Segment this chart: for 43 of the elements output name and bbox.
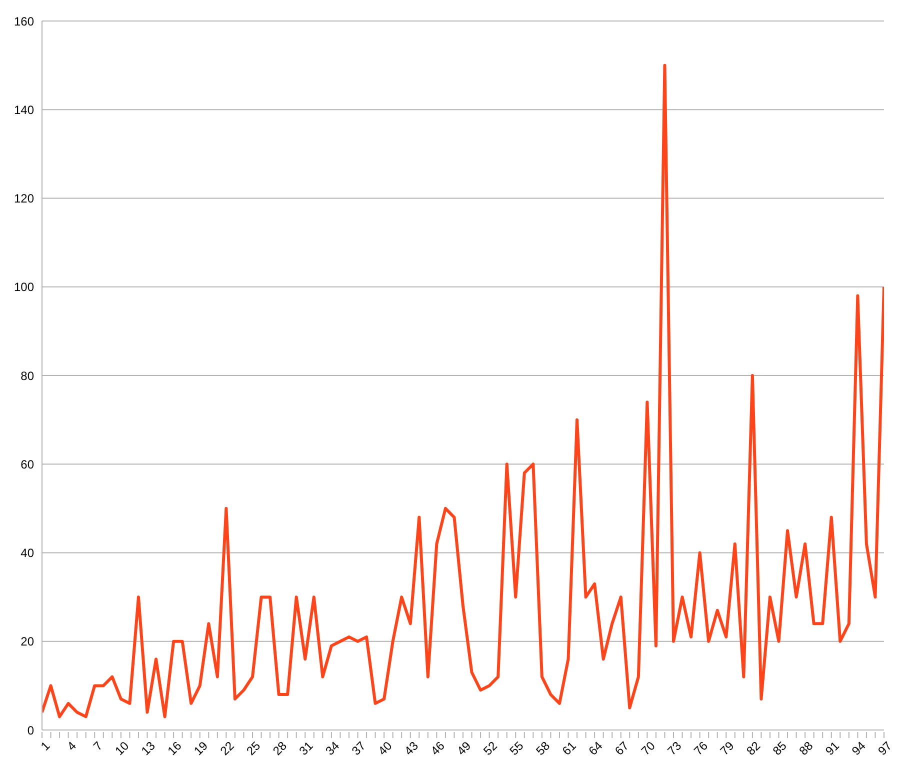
x-tick-label: 19 xyxy=(191,738,211,758)
x-tick-label: 13 xyxy=(138,738,158,758)
x-tick-label: 25 xyxy=(244,738,264,758)
x-tick-label: 88 xyxy=(796,738,816,758)
x-tick-label: 46 xyxy=(428,738,448,758)
x-tick-label: 43 xyxy=(402,738,422,758)
y-tick-label: 120 xyxy=(14,192,34,206)
x-tick-label: 4 xyxy=(64,738,80,754)
y-tick-label: 80 xyxy=(20,368,34,383)
x-tick-label: 67 xyxy=(612,738,632,758)
x-tick-label: 79 xyxy=(717,738,737,758)
x-tick-label: 94 xyxy=(848,738,869,758)
y-tick-label: 40 xyxy=(20,546,34,560)
x-tick-label: 58 xyxy=(533,738,553,758)
x-tick-label: 49 xyxy=(454,738,474,758)
x-tick-label: 7 xyxy=(90,738,106,754)
x-tick-label: 37 xyxy=(349,738,369,758)
x-tick-label: 31 xyxy=(296,738,316,758)
x-tick-label: 64 xyxy=(586,738,606,758)
x-tick-label: 91 xyxy=(822,738,842,758)
y-tick-label: 100 xyxy=(14,280,34,294)
y-tick-label: 140 xyxy=(14,102,34,117)
x-tick-label: 28 xyxy=(270,738,290,758)
x-tick-label: 34 xyxy=(322,738,342,758)
x-tick-label: 40 xyxy=(375,738,395,758)
x-tick-label: 70 xyxy=(638,738,658,758)
x-tick-label: 73 xyxy=(664,738,684,758)
x-tick-label: 1 xyxy=(38,738,53,754)
y-tick-label: 60 xyxy=(20,457,34,472)
y-tick-label: 20 xyxy=(20,634,34,649)
x-tick-label: 16 xyxy=(164,738,184,758)
line-series xyxy=(42,64,884,718)
y-tick-label: 160 xyxy=(14,14,34,28)
x-tick-label: 10 xyxy=(112,738,132,758)
y-tick-label: 0 xyxy=(27,723,34,738)
x-tick-label: 52 xyxy=(480,738,500,758)
x-tick-label: 61 xyxy=(560,738,580,758)
x-tick-label: 82 xyxy=(744,738,764,758)
x-tick-label: 97 xyxy=(875,738,895,758)
x-tick-label: 55 xyxy=(506,738,526,758)
x-tick-label: 85 xyxy=(770,738,790,758)
x-tick-label: 76 xyxy=(691,738,711,758)
x-tick-label: 22 xyxy=(217,738,238,758)
